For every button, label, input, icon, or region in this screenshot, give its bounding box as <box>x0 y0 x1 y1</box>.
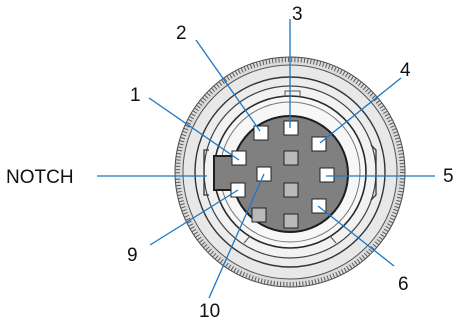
pin-3 <box>283 120 299 136</box>
leader-pin-9 <box>149 189 239 246</box>
label-pin-9: 9 <box>127 245 138 266</box>
label-notch: NOTCH <box>6 167 74 188</box>
leader-pin-2 <box>195 39 261 132</box>
leader-pin-4 <box>319 77 402 144</box>
leader-pin-6 <box>317 205 395 267</box>
label-pin-3: 3 <box>292 4 303 25</box>
label-pin-4: 4 <box>400 60 411 81</box>
pin-bottom <box>283 213 299 229</box>
labels: 1 2 3 4 5 6 9 10 NOTCH <box>6 4 454 322</box>
leader-lines <box>97 19 435 299</box>
label-pin-1: 1 <box>130 85 141 106</box>
pin-center-middle <box>283 182 299 198</box>
pin-1 <box>231 150 247 166</box>
pin-2 <box>253 125 269 141</box>
label-pin-2: 2 <box>176 23 187 44</box>
label-pin-6: 6 <box>398 274 409 295</box>
leader-pin-1 <box>148 97 240 161</box>
label-pin-5: 5 <box>443 166 454 187</box>
label-pin-10: 10 <box>199 301 220 322</box>
pin-5 <box>319 167 335 183</box>
pin-lower-left <box>251 207 267 223</box>
leader-pin-10 <box>208 173 265 299</box>
pin-center-top <box>283 150 299 166</box>
